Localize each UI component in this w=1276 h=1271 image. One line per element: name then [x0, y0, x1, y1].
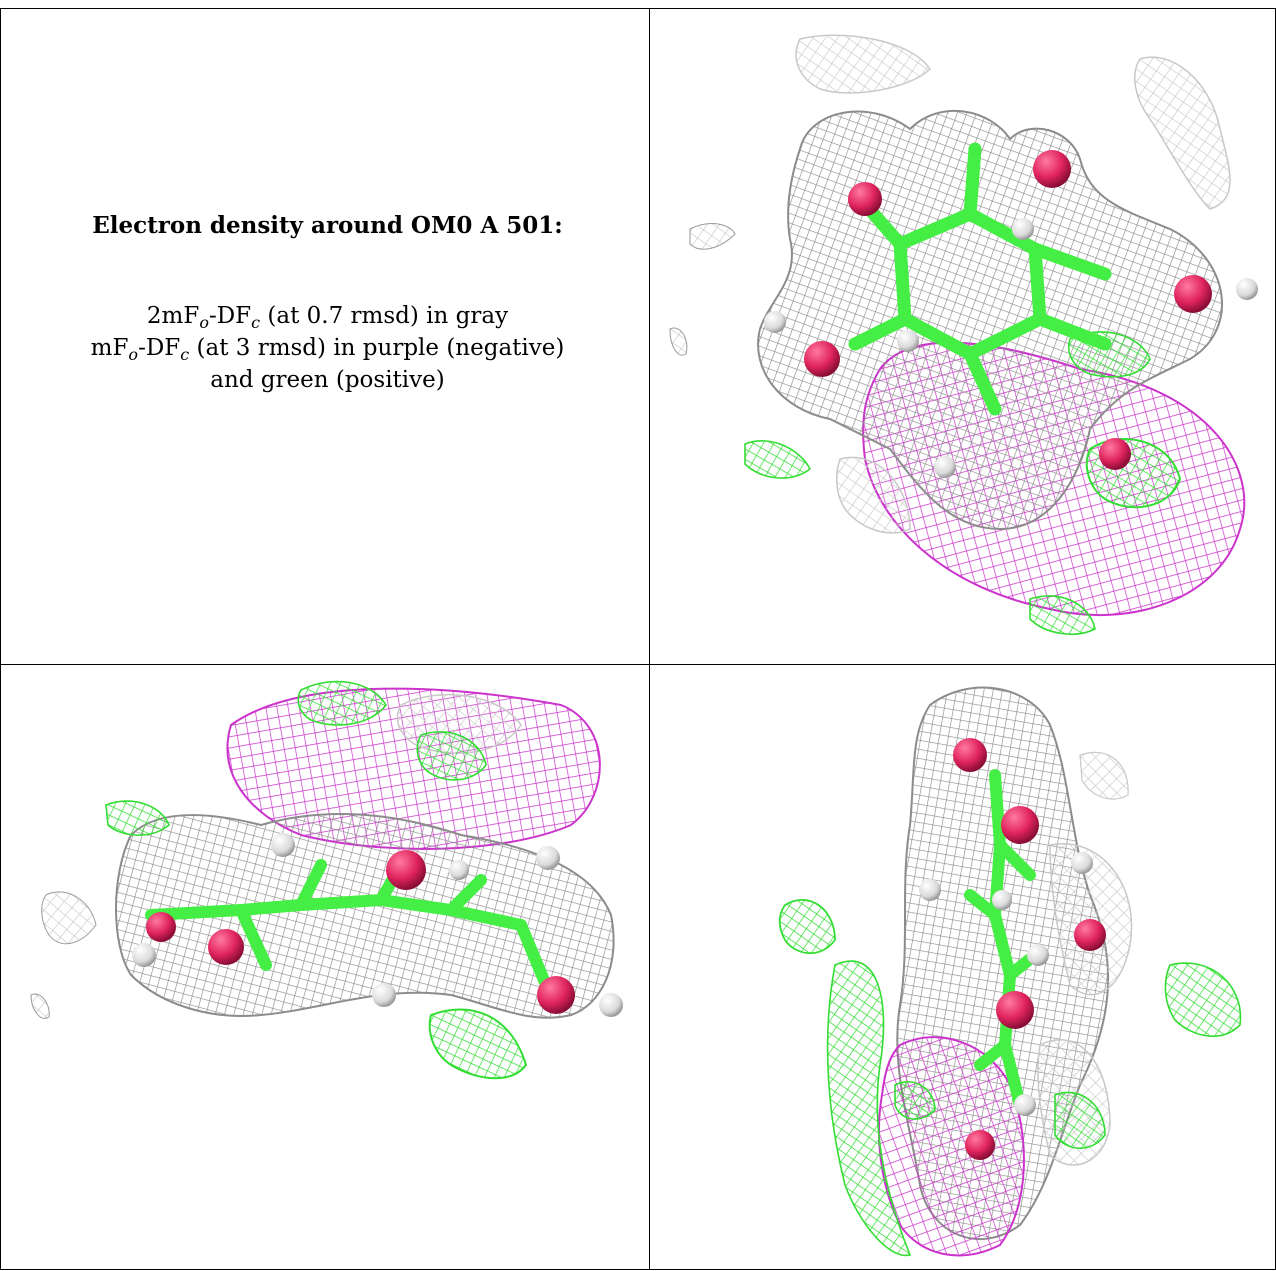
- density-view-top-right: [650, 9, 1275, 664]
- grid-line-center: [649, 8, 650, 1270]
- caption-title: Electron density around OM0 A 501:: [92, 212, 563, 239]
- density-view-bottom-left: [1, 665, 649, 1269]
- caption-text: mF: [90, 335, 129, 361]
- caption-text: -DF: [208, 303, 252, 329]
- density-render-top-right: [669, 34, 1258, 635]
- caption-line-mfo-dfc: mFo-DFc (at 3 rmsd) in purple (negative): [40, 332, 615, 364]
- density-render-bottom-left: [30, 680, 623, 1080]
- caption-line-2mfo-dfc: 2mFo-DFc (at 0.7 rmsd) in gray: [40, 300, 615, 332]
- grid-line-middle: [0, 664, 1276, 665]
- caption-subscript: c: [180, 345, 190, 364]
- green-positive-density: [778, 899, 1242, 1257]
- density-view-bottom-right: [650, 665, 1275, 1269]
- caption-text: (at 3 rmsd) in purple (negative): [189, 335, 565, 361]
- grid-line-top: [0, 8, 1276, 9]
- molecule-model: [132, 833, 623, 1017]
- caption-text: -DF: [138, 335, 181, 361]
- molecule-model: [764, 142, 1258, 478]
- caption-subscript: c: [251, 313, 261, 332]
- caption-text: 2mF: [146, 303, 200, 329]
- caption-text: (at 0.7 rmsd) in gray: [260, 303, 509, 329]
- green-positive-density: [105, 680, 528, 1080]
- grid-line-bottom: [0, 1269, 1276, 1270]
- density-render-bottom-right: [778, 686, 1242, 1257]
- figure-caption: Electron density around OM0 A 501: 2mFo-…: [40, 210, 615, 396]
- caption-subscript: o: [199, 313, 209, 332]
- grid-line-left: [0, 8, 1, 1270]
- caption-line-green: and green (positive): [210, 367, 445, 393]
- caption-subscript: o: [128, 345, 139, 364]
- molecule-model: [919, 738, 1106, 1160]
